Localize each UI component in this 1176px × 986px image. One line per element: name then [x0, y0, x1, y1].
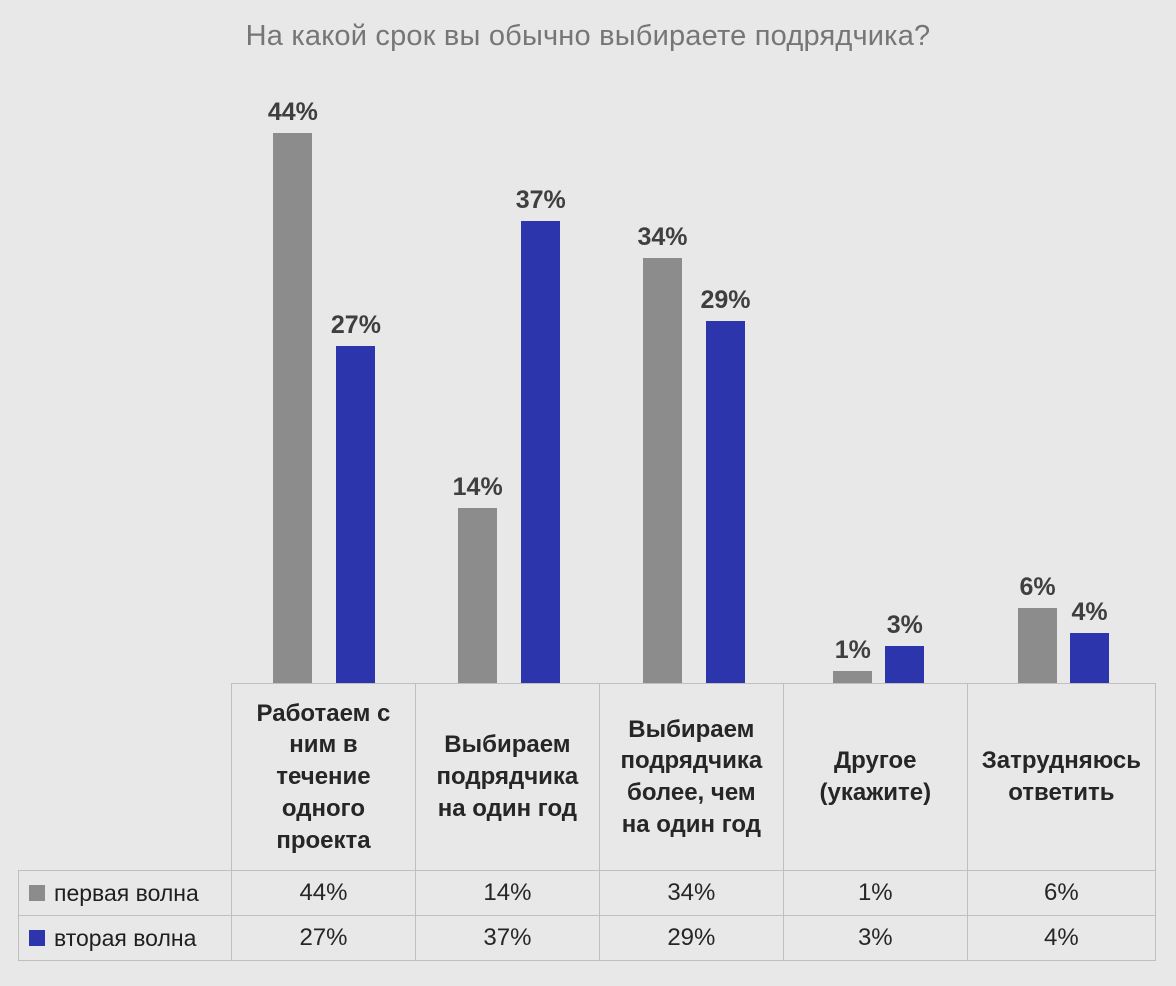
bar-value-label: 27% — [330, 310, 381, 339]
table-value-cell: 29% — [599, 916, 784, 961]
legend-marker-icon — [29, 885, 45, 901]
legend-label: первая волна — [54, 879, 199, 906]
bar-первая-волна — [458, 508, 498, 683]
table-value-cell: 44% — [232, 871, 416, 916]
category-group: 6% 4% — [971, 93, 1156, 683]
bar-value-label: 37% — [515, 185, 566, 214]
bar-with-label: 3% — [885, 610, 925, 683]
category-group: 14% 37% — [417, 93, 602, 683]
plot-area: 44% 27% 14% 37% 34% 29% 1% 3% 6% 4% — [232, 93, 1156, 683]
table-value-cell: 14% — [415, 871, 600, 916]
bar-value-label: 6% — [1019, 573, 1056, 601]
table-corner-cell — [18, 683, 232, 871]
legend-label: вторая волна — [54, 924, 197, 951]
legend-cell: первая волна — [18, 871, 232, 916]
table-value-cell: 34% — [599, 871, 784, 916]
bar-with-label: 29% — [700, 285, 751, 683]
table-value-cell: 27% — [232, 916, 416, 961]
category-group: 1% 3% — [786, 93, 971, 683]
bar-первая-волна — [273, 133, 313, 683]
table-value-cell: 37% — [415, 916, 600, 961]
table-value-cell: 4% — [967, 916, 1156, 961]
category-header-cell: Работаем с ним в течение одного проекта — [232, 683, 416, 871]
category-header-cell: Затрудняюсь ответить — [967, 683, 1156, 871]
bar-value-label: 3% — [886, 610, 923, 639]
bar-with-label: 14% — [453, 473, 503, 683]
data-table: Работаем с ним в течение одного проекта В… — [18, 683, 1156, 961]
bar-вторая-волна — [706, 320, 745, 683]
table-value-cell: 6% — [967, 871, 1156, 916]
bar-value-label: 44% — [267, 98, 318, 126]
bar-with-label: 1% — [833, 635, 873, 683]
legend-cell: вторая волна — [18, 916, 232, 961]
bar-вторая-волна — [336, 345, 376, 683]
bar-with-label: 27% — [330, 310, 381, 683]
category-header-cell: Выбираем подрядчика на один год — [415, 683, 600, 871]
category-group: 44% 27% — [232, 93, 417, 683]
table-value-cell: 3% — [783, 916, 968, 961]
chart-title: На какой срок вы обычно выбираете подряд… — [245, 20, 931, 52]
bar-value-label: 14% — [452, 473, 503, 501]
bar-value-label: 4% — [1071, 598, 1108, 626]
bar-value-label: 1% — [834, 635, 871, 664]
bar-вторая-волна — [885, 645, 925, 683]
bar-value-label: 34% — [637, 223, 688, 251]
bar-with-label: 37% — [515, 185, 566, 683]
bar-with-label: 6% — [1018, 573, 1058, 683]
category-group: 34% 29% — [602, 93, 787, 683]
bar-with-label: 34% — [637, 223, 687, 683]
bar-вторая-волна — [521, 220, 561, 683]
legend-marker-icon — [29, 930, 45, 946]
bar-with-label: 4% — [1070, 598, 1110, 683]
bar-первая-волна — [833, 670, 873, 683]
bar-первая-волна — [642, 258, 682, 683]
bar-первая-волна — [1018, 608, 1058, 683]
bar-with-label: 44% — [268, 98, 318, 683]
table-value-cell: 1% — [783, 871, 968, 916]
bar-вторая-волна — [1070, 633, 1110, 683]
category-header-cell: Выбираем подрядчика более, чем на один г… — [599, 683, 784, 871]
bar-value-label: 29% — [700, 285, 751, 314]
category-header-cell: Другое (укажите) — [783, 683, 968, 871]
